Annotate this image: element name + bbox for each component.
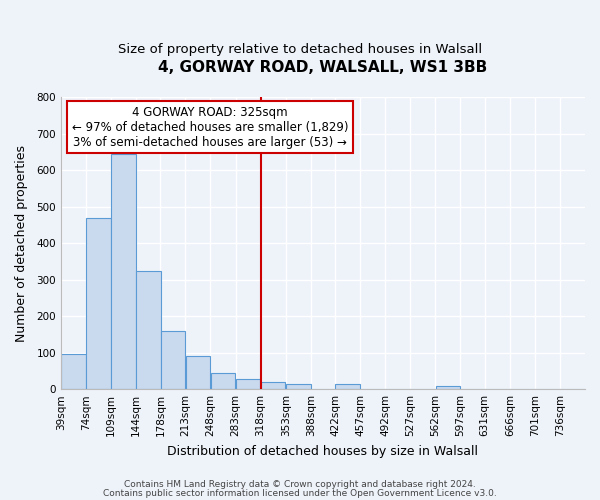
Text: Size of property relative to detached houses in Walsall: Size of property relative to detached ho… <box>118 42 482 56</box>
Bar <box>436 386 460 389</box>
X-axis label: Distribution of detached houses by size in Walsall: Distribution of detached houses by size … <box>167 444 478 458</box>
Text: Contains public sector information licensed under the Open Government Licence v3: Contains public sector information licen… <box>103 488 497 498</box>
Bar <box>261 382 286 389</box>
Bar <box>111 154 136 389</box>
Title: 4, GORWAY ROAD, WALSALL, WS1 3BB: 4, GORWAY ROAD, WALSALL, WS1 3BB <box>158 60 488 75</box>
Bar <box>136 271 161 389</box>
Bar <box>335 384 360 389</box>
Y-axis label: Number of detached properties: Number of detached properties <box>15 144 28 342</box>
Bar <box>86 218 111 389</box>
Bar <box>61 354 86 389</box>
Text: Contains HM Land Registry data © Crown copyright and database right 2024.: Contains HM Land Registry data © Crown c… <box>124 480 476 489</box>
Bar <box>185 356 211 389</box>
Text: 4 GORWAY ROAD: 325sqm
← 97% of detached houses are smaller (1,829)
3% of semi-de: 4 GORWAY ROAD: 325sqm ← 97% of detached … <box>72 106 349 149</box>
Bar <box>211 374 235 389</box>
Bar <box>161 332 185 389</box>
Bar <box>236 380 260 389</box>
Bar <box>286 384 311 389</box>
